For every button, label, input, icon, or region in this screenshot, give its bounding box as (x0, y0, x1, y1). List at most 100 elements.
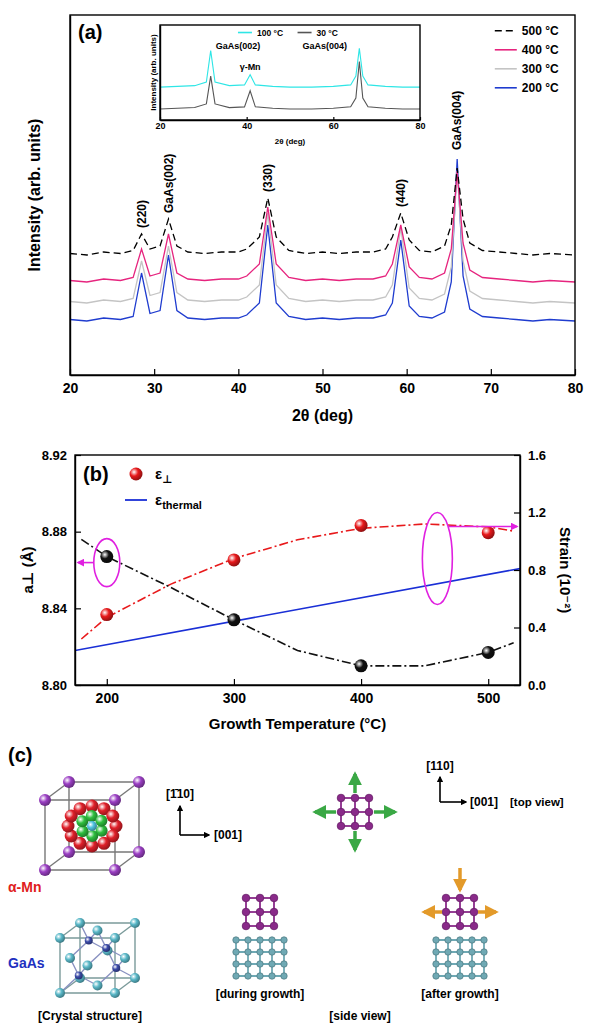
data-point (355, 659, 368, 672)
film-atom (270, 908, 278, 916)
y2-axis-tick: 0.4 (514, 620, 547, 635)
x-axis-tick: 80 (568, 369, 584, 396)
inset-x-axis-tick: 60 (329, 117, 339, 131)
peak-label: (220) (135, 200, 149, 228)
substrate-atom (457, 949, 463, 955)
ga-atom (75, 918, 85, 928)
legend: ε⊥εthermal (125, 465, 202, 511)
x-axis-tick-mark (491, 369, 492, 375)
substrate-atom (457, 973, 463, 979)
cell-edge (79, 923, 80, 978)
substrate-atom (269, 937, 275, 943)
y-axis-tick: 8.92 (42, 448, 81, 463)
ga-atom (83, 961, 93, 971)
inset-plot-area (160, 48, 420, 109)
ga-atom (93, 926, 103, 936)
x-axis-tick-label: 400 (350, 690, 374, 706)
y-axis-tick-label: 8.88 (42, 524, 67, 539)
substrate-atom (445, 937, 451, 943)
direction-label: [1̄10] (166, 787, 194, 801)
x-axis-tick: 300 (223, 679, 247, 706)
plot-frame (70, 15, 575, 375)
y2-axis-tick-mark (514, 685, 520, 686)
substrate-atom (257, 973, 263, 979)
film-atom (365, 822, 373, 830)
arrow (179, 806, 181, 835)
y2-axis-tick-label: 0.4 (528, 620, 547, 635)
inset-x-axis: 20406080 (155, 117, 425, 131)
legend-swatch (130, 468, 143, 481)
y-axis-tick-mark (75, 608, 81, 609)
y2-axis-tick-label: 0.8 (528, 563, 546, 578)
inset-x-axis-tick: 40 (242, 117, 252, 131)
film-atom (470, 908, 478, 916)
x-axis-line (71, 375, 576, 376)
arrow (374, 810, 395, 814)
substrate-atom (469, 949, 475, 955)
y-axis-line (75, 456, 76, 686)
data-point (227, 613, 240, 626)
cell-edge (45, 869, 115, 870)
ga-atom (93, 981, 103, 991)
plot-area (70, 159, 575, 321)
data-point (227, 553, 240, 566)
substrate-atom (281, 949, 287, 955)
x-axis-tick-mark (154, 369, 155, 375)
legend-label-sub: ⊥ (162, 473, 172, 485)
substrate-atom (233, 937, 239, 943)
substrate-atom (281, 961, 287, 967)
data-line (70, 171, 575, 282)
substrate-bond (271, 940, 273, 976)
x-axis-tick-label: 30 (147, 380, 163, 396)
inset-x-axis-tick-label: 60 (329, 121, 339, 131)
film-atom (242, 922, 250, 930)
x-axis-tick-label: 200 (96, 690, 120, 706)
x-axis-tick: 200 (96, 679, 120, 706)
pointer-arrow (78, 562, 94, 564)
legend-label: 300 °C (522, 62, 559, 76)
y2-axis-tick: 0.8 (514, 563, 546, 578)
y2-axis-tick-label: 1.6 (528, 448, 546, 463)
mn-corner-atom (39, 864, 51, 876)
y-axis-line (70, 16, 71, 376)
as-atom (85, 937, 93, 945)
panel-label: (a) (78, 21, 102, 43)
substrate-atom (281, 973, 287, 979)
substrate-atom (245, 937, 251, 943)
x-axis-tick: 50 (315, 369, 331, 396)
substrate-atom (433, 961, 439, 967)
substrate-atom (481, 949, 487, 955)
panel-label: (c) (8, 744, 32, 766)
cell-edge (80, 922, 135, 923)
film-atom (270, 922, 278, 930)
substrate-bond (259, 940, 261, 976)
inset-data-line (160, 48, 420, 87)
cell-edge (80, 977, 135, 978)
axis-pointers (78, 513, 517, 605)
mn-corner-atom (39, 794, 51, 806)
arrow (478, 910, 496, 914)
substrate-bond (283, 940, 285, 976)
diagram: (c)α-MnGaAs[Crystal structure][1̄10][001… (8, 744, 564, 1023)
peak-label: GaAs(004) (450, 91, 464, 150)
mn-corner-atom (63, 846, 75, 858)
data-point (355, 519, 368, 532)
x-axis-tick-mark (234, 679, 235, 685)
substrate-atom (233, 949, 239, 955)
mn-atom (74, 802, 87, 815)
substrate-atom (281, 937, 287, 943)
x-axis-tick: 60 (399, 369, 415, 396)
legend-swatch (495, 49, 517, 51)
peak-label: GaAs(002) (162, 154, 176, 213)
x-axis-tick: 30 (147, 369, 163, 396)
inset-x-axis-tick: 80 (415, 117, 425, 131)
arrow (424, 910, 442, 914)
arrow (458, 868, 462, 890)
film-atom (456, 908, 464, 916)
y-axis-title: Intensity (arb. units) (26, 119, 43, 272)
substrate-atom (433, 949, 439, 955)
inset-x-axis-line (161, 120, 421, 121)
cell-edge (45, 799, 115, 800)
cell-edge (69, 781, 139, 782)
x-axis-tick-label: 20 (63, 380, 79, 396)
